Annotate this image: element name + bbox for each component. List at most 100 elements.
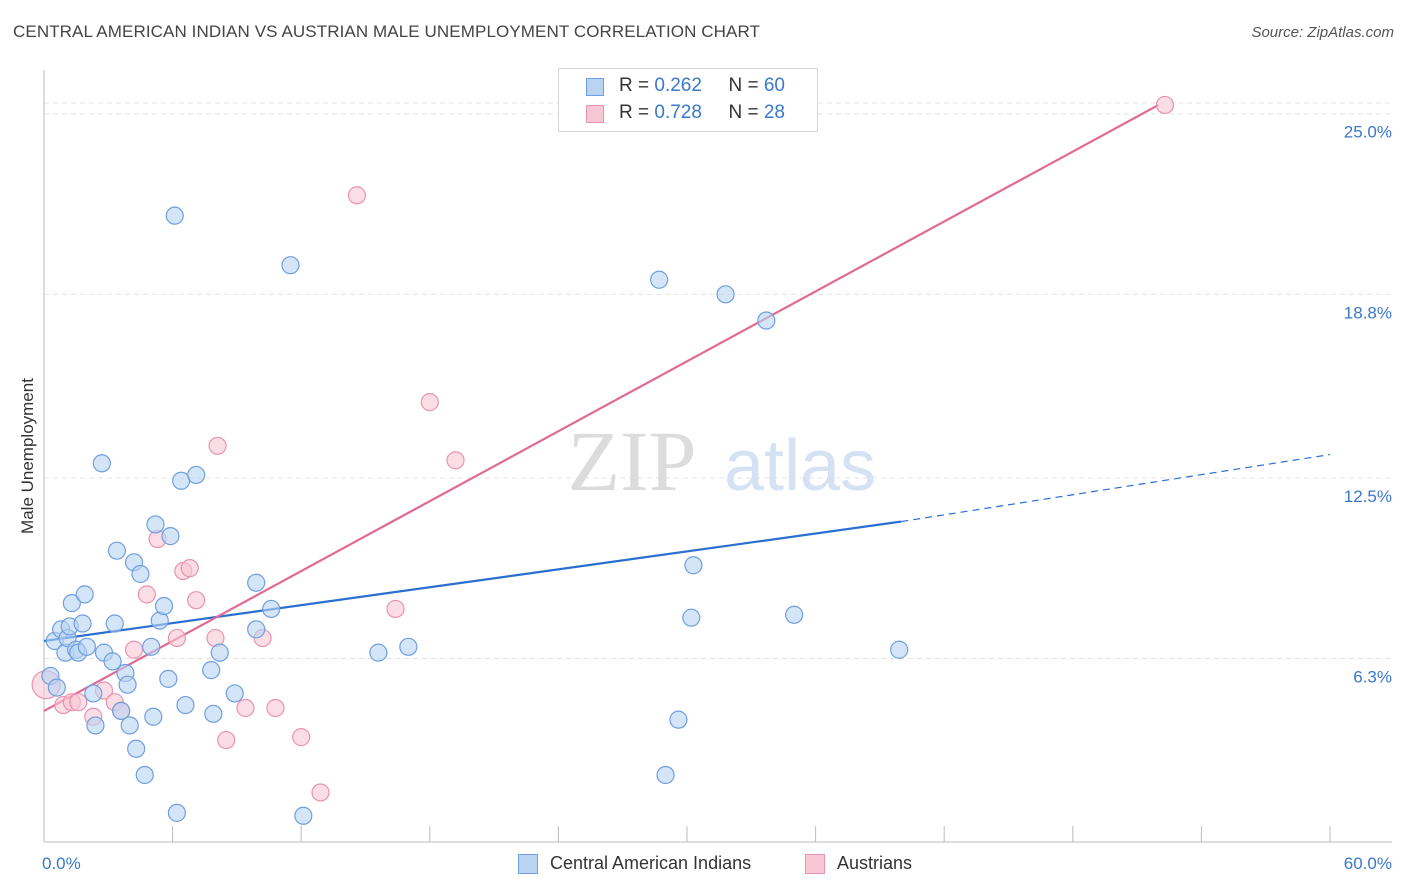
point-central-american-indians	[650, 270, 669, 289]
point-austrians	[208, 436, 227, 455]
point-austrians	[347, 186, 367, 205]
tick-labels: 6.3% 12.5% 18.8% 25.0% 0.0% 60.0%	[42, 123, 1392, 873]
trend-lines	[43, 103, 1331, 712]
point-central-american-indians	[107, 541, 126, 560]
point-central-american-indians	[75, 585, 94, 604]
y-tick-label: 6.3%	[1353, 667, 1392, 686]
trend-line-extension	[901, 453, 1331, 523]
legend-n-label: N =	[728, 75, 764, 96]
point-austrians	[236, 698, 255, 718]
point-central-american-indians	[103, 652, 122, 671]
point-central-american-indians	[187, 465, 206, 485]
point-central-american-indians	[202, 661, 221, 680]
point-central-american-indians	[656, 765, 675, 785]
point-central-american-indians	[281, 256, 300, 275]
point-central-american-indians	[757, 311, 776, 330]
watermark-zip: ZIP	[568, 413, 697, 509]
point-central-american-indians	[247, 573, 266, 592]
series-swatch-pink	[805, 854, 825, 874]
series-label: Austrians	[837, 853, 913, 873]
point-austrians	[446, 451, 465, 470]
point-austrians	[187, 591, 206, 610]
trend-line-central-american-indians	[43, 520, 902, 643]
stats-legend: R = 0.262 N = 60 R = 0.728 N = 28	[558, 68, 818, 132]
point-central-american-indians	[159, 669, 178, 688]
point-central-american-indians	[105, 614, 124, 633]
point-central-american-indians	[120, 716, 139, 735]
point-austrians	[1155, 95, 1175, 115]
point-central-american-indians	[682, 608, 701, 627]
point-austrians	[137, 585, 156, 604]
legend-swatch-pink	[586, 105, 604, 123]
point-central-american-indians	[86, 716, 105, 735]
source-label: Source: ZipAtlas.com	[1251, 24, 1394, 41]
point-austrians	[167, 628, 186, 648]
data-points	[31, 95, 1175, 825]
point-central-american-indians	[84, 684, 103, 703]
point-central-american-indians	[135, 765, 154, 785]
point-central-american-indians	[247, 620, 266, 639]
y-tick-label: 18.8%	[1344, 303, 1392, 322]
point-central-american-indians	[890, 640, 909, 659]
point-central-american-indians	[73, 614, 92, 633]
chart-title: CENTRAL AMERICAN INDIAN VS AUSTRIAN MALE…	[13, 22, 761, 41]
point-central-american-indians	[146, 515, 165, 534]
watermark-atlas: atlas	[724, 426, 876, 506]
point-central-american-indians	[112, 701, 131, 721]
axes	[43, 70, 1392, 843]
point-austrians	[386, 599, 405, 619]
point-central-american-indians	[154, 596, 174, 616]
point-central-american-indians	[369, 643, 388, 662]
point-austrians	[69, 693, 88, 712]
point-central-american-indians	[62, 594, 81, 613]
point-central-american-indians	[144, 707, 163, 726]
point-austrians	[180, 559, 199, 578]
x-tick-label: 60.0%	[1344, 854, 1392, 873]
point-central-american-indians	[684, 556, 703, 575]
point-central-american-indians	[127, 739, 146, 758]
point-central-american-indians	[142, 637, 161, 656]
y-tick-label: 25.0%	[1344, 123, 1392, 142]
point-central-american-indians	[399, 637, 418, 656]
point-central-american-indians	[716, 285, 735, 304]
point-austrians	[420, 393, 439, 412]
point-central-american-indians	[118, 675, 137, 694]
point-austrians	[217, 730, 236, 750]
point-austrians	[311, 783, 330, 802]
legend-r-label: R =	[619, 102, 655, 123]
point-central-american-indians	[204, 704, 223, 723]
legend-n-value: 28	[763, 102, 785, 123]
point-central-american-indians	[176, 695, 195, 715]
point-central-american-indians	[262, 599, 281, 619]
point-central-american-indians	[131, 564, 150, 584]
point-central-american-indians	[165, 206, 184, 225]
point-central-american-indians	[294, 806, 313, 825]
legend-n-label: N =	[728, 102, 764, 123]
y-tick-label: 12.5%	[1344, 487, 1392, 506]
point-austrians	[266, 698, 285, 718]
x-tick-label: 0.0%	[42, 854, 81, 873]
point-austrians	[292, 728, 311, 747]
point-central-american-indians	[161, 527, 180, 546]
point-central-american-indians	[92, 454, 111, 473]
point-central-american-indians	[225, 684, 244, 703]
legend-n-value: 60	[763, 75, 785, 96]
legend-r-label: R =	[619, 75, 655, 96]
legend-swatch-blue	[586, 78, 604, 96]
watermark: ZIP atlas	[568, 413, 877, 509]
point-central-american-indians	[167, 803, 186, 822]
series-label: Central American Indians	[550, 853, 752, 873]
point-central-american-indians	[785, 605, 804, 624]
point-austrians	[124, 640, 144, 659]
point-central-american-indians	[77, 637, 96, 656]
grid-lines	[44, 102, 1392, 659]
trend-line-austrians	[43, 103, 1160, 712]
point-central-american-indians	[47, 678, 66, 697]
series-swatch-blue	[518, 854, 538, 874]
legend-r-value: 0.728	[654, 102, 702, 123]
point-central-american-indians	[669, 710, 688, 729]
point-central-american-indians	[210, 643, 229, 662]
legend-r-value: 0.262	[654, 75, 702, 96]
